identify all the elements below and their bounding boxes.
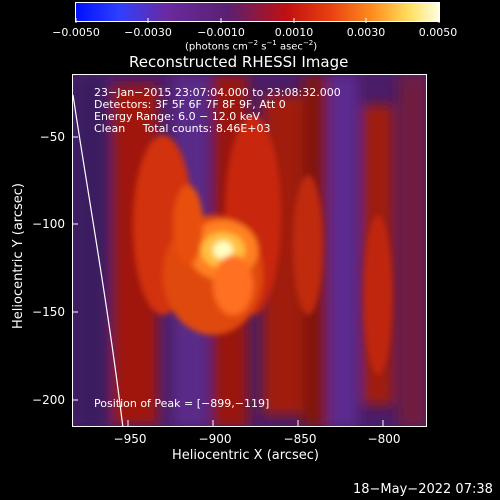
- annotation-peak-position: Position of Peak = [−899,−119]: [94, 397, 270, 410]
- y-tick: −100: [32, 217, 65, 231]
- plot-title: Reconstructed RHESSI Image: [129, 53, 349, 71]
- colorbar-tick: −0.0050: [52, 26, 100, 39]
- colorbar-tick: 0.0010: [274, 26, 314, 39]
- colorbar-tick: 0.0050: [418, 26, 458, 39]
- colorbar-tick: −0.0010: [197, 26, 245, 39]
- annotation-detectors: Detectors: 3F 5F 6F 7F 8F 9F, Att 0: [94, 98, 286, 111]
- axis-ticks: [72, 136, 384, 426]
- annotation-time-range: 23−Jan−2015 23:07:04.000 to 23:08:32.000: [94, 86, 341, 99]
- y-tick: −200: [32, 393, 65, 407]
- colorbar-tick: 0.0030: [346, 26, 386, 39]
- y-tick: −50: [39, 130, 65, 144]
- x-axis-label: Heliocentric X (arcsec): [172, 448, 319, 463]
- y-tick: −150: [32, 305, 65, 319]
- rhessi-image: [72, 74, 427, 427]
- colorbar-tick: −0.0030: [124, 26, 172, 39]
- x-tick: −950: [113, 432, 147, 446]
- x-tick: −850: [283, 432, 317, 446]
- rhessi-image-map: [73, 75, 426, 426]
- colorbar-ticks: [75, 18, 440, 23]
- generation-timestamp: 18−May−2022 07:38: [353, 482, 493, 497]
- x-tick: −900: [198, 432, 232, 446]
- x-tick: −800: [367, 432, 401, 446]
- annotation-energy-range: Energy Range: 6.0 − 12.0 keV: [94, 110, 261, 123]
- colorbar: [75, 2, 440, 22]
- y-axis-label: Heliocentric Y (arcsec): [11, 183, 26, 329]
- colorbar-units: (photons cm−2 s−1 asec−2): [185, 39, 318, 53]
- annotation-counts: Clean Total counts: 8.46E+03: [94, 122, 271, 135]
